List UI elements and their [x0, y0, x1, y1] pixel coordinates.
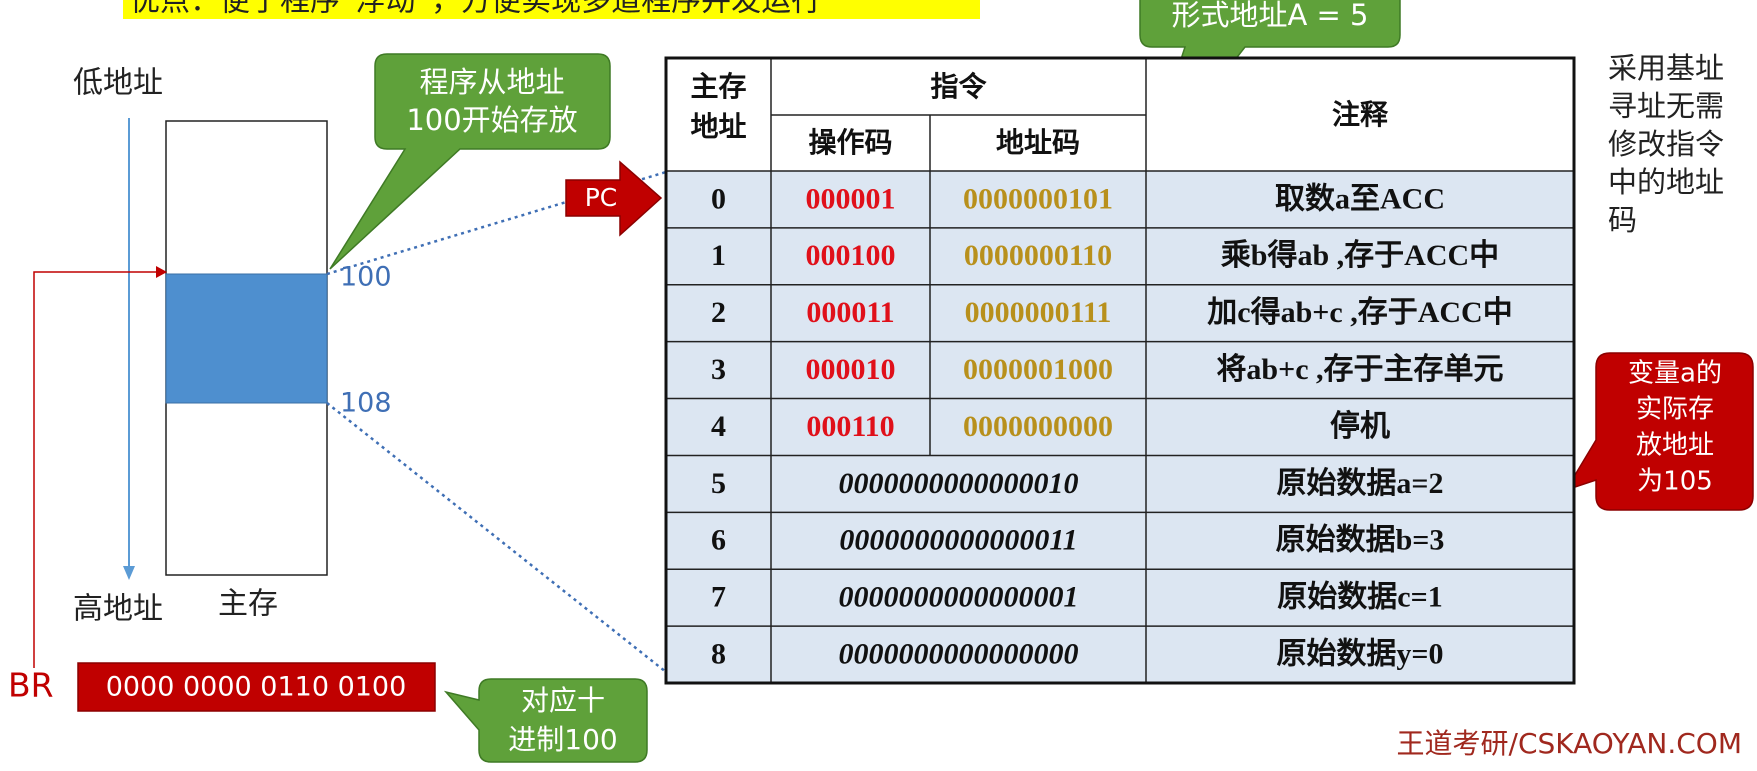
callout [329, 53, 611, 270]
header-cell: 指令 [930, 70, 987, 103]
row-address: 4 [711, 410, 726, 443]
table-border [664, 56, 1576, 685]
comment: 加c得ab+c ,存于ACC中 [1207, 296, 1512, 329]
data-word: 0000000000000010 [839, 467, 1079, 500]
row-background [666, 341, 1574, 399]
callout-text: 对应十 [521, 684, 605, 717]
callout-text: 为105 [1637, 467, 1713, 497]
data-word: 0000000000000001 [839, 581, 1079, 614]
program-area [165, 273, 328, 404]
callout-text: 程序从地址 [419, 65, 564, 99]
callout-text: 实际存 [1636, 395, 1714, 425]
comment: 原始数据y=0 [1276, 637, 1443, 670]
row-background [666, 171, 1574, 228]
comment: 乘b得ab ,存于ACC中 [1221, 239, 1499, 272]
comment: 将ab+c ,存于主存单元 [1216, 353, 1503, 386]
opcode: 000110 [806, 410, 894, 443]
comment: 停机 [1330, 410, 1390, 443]
memory-label: 主存 [218, 587, 278, 622]
row-background [666, 626, 1574, 683]
callout-text: 放地址 [1636, 431, 1714, 461]
header-cell: 操作码 [808, 126, 892, 159]
header-cell: 地址码 [996, 126, 1080, 159]
address-code: 0000000110 [964, 239, 1112, 272]
row-address: 1 [711, 239, 726, 272]
arrow-head [156, 266, 167, 278]
register-name: BR [8, 666, 54, 705]
address-code: 0000000101 [963, 182, 1113, 215]
register-box [77, 662, 436, 712]
comment: 原始数据c=1 [1277, 581, 1442, 614]
row-address: 7 [711, 581, 726, 614]
comment: 原始数据a=2 [1276, 467, 1443, 500]
row-address: 6 [711, 524, 726, 557]
data-word: 0000000000000011 [839, 524, 1077, 557]
row-address: 2 [711, 296, 726, 329]
header-cell: 主存 [690, 70, 746, 103]
row-background [666, 227, 1574, 285]
pc-label: PC [585, 183, 618, 212]
header-cell: 地址 [690, 110, 746, 143]
opcode: 000100 [806, 239, 896, 272]
row-background [666, 455, 1574, 513]
side-note-line: 修改指令 [1608, 127, 1724, 161]
side-note-line: 码 [1608, 203, 1637, 237]
row-address: 5 [711, 467, 726, 500]
high-address-label: 高地址 [73, 592, 163, 627]
low-address-label: 低地址 [73, 66, 163, 101]
comment: 原始数据b=3 [1276, 524, 1445, 557]
end-address: 108 [340, 388, 392, 419]
callout [443, 678, 648, 763]
register-value: 0000 0000 0110 0100 [106, 672, 407, 703]
row-background [666, 284, 1574, 342]
callout-text: 进制100 [508, 723, 617, 756]
advantage-text: 优点：便于程序“浮动”，方便实现多道程序并发运行 [130, 0, 821, 19]
opcode: 000011 [806, 296, 894, 329]
address-code: 0000000000 [963, 410, 1113, 443]
projection-line [326, 402, 667, 673]
row-background [666, 569, 1574, 627]
opcode: 000001 [806, 182, 896, 215]
base-pointer-line [33, 271, 158, 668]
callout-text: 100开始存放 [406, 103, 577, 137]
row-address: 8 [711, 637, 726, 670]
pc-arrow [565, 160, 663, 237]
start-address: 100 [340, 262, 392, 293]
instruction-table: 0 000001 0000000101 取数a至ACC 1 000100 000000011… [664, 56, 1576, 685]
address-code: 0000000111 [965, 296, 1112, 329]
opcode: 000010 [806, 353, 896, 386]
address-code: 0000001000 [963, 353, 1113, 386]
highlight [123, 0, 980, 19]
side-note-line: 寻址无需 [1608, 89, 1724, 123]
data-word: 0000000000000000 [839, 637, 1079, 670]
side-note-line: 中的地址 [1608, 165, 1724, 199]
comment: 取数a至ACC [1275, 182, 1445, 215]
row-address: 3 [711, 353, 726, 386]
row-background [666, 512, 1574, 570]
footer: 王道考研/CSKAOYAN.COM [1397, 727, 1742, 760]
arrow-head [123, 566, 135, 580]
row-background [666, 398, 1574, 456]
callout [1564, 352, 1754, 511]
header-cell: 注释 [1332, 98, 1389, 131]
side-note-line: 采用基址 [1608, 51, 1724, 85]
callout-text: 变量a的 [1628, 359, 1722, 389]
row-address: 0 [711, 182, 726, 215]
callout-text: 形式地址A = 5 [1171, 0, 1368, 32]
